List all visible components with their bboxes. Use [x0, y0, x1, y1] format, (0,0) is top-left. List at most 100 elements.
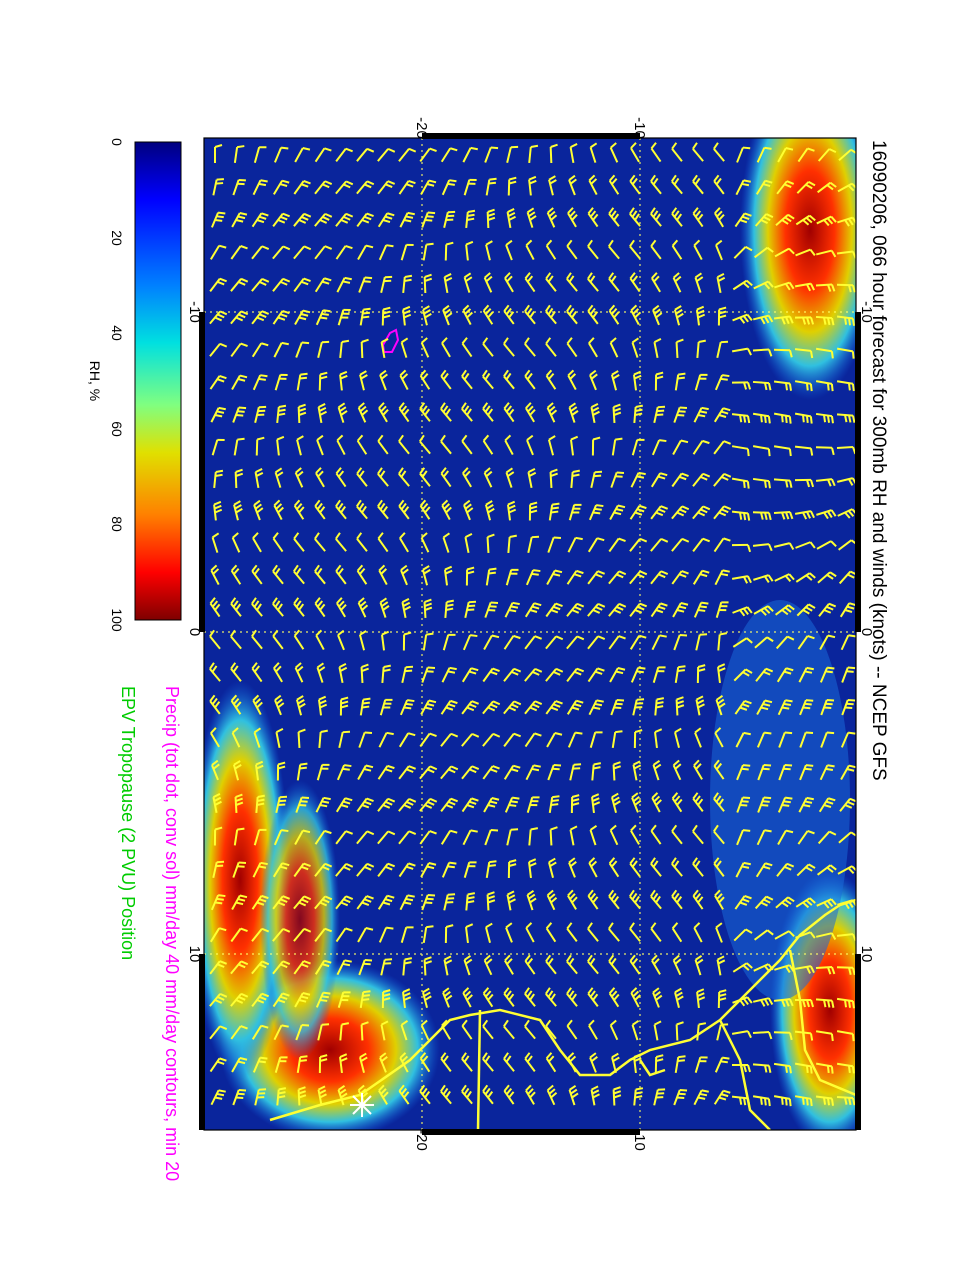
map-area [204, 138, 856, 1130]
wind-barb-icon [633, 1087, 644, 1106]
wind-barb-icon [815, 1030, 834, 1042]
wind-barb-icon [692, 792, 704, 812]
wind-barb-icon [483, 634, 500, 650]
wind-barb-icon [795, 248, 816, 257]
wind-barb-icon [339, 1022, 350, 1041]
wind-barb-icon [671, 174, 683, 195]
wind-barb-icon [525, 922, 535, 943]
wind-barb-icon [484, 500, 495, 521]
wind-barb-icon [650, 602, 668, 618]
moist-band-west2 [260, 780, 340, 1060]
wind-barb-icon [716, 272, 726, 294]
wind-barb-icon [650, 857, 662, 877]
wind-barb-icon [732, 637, 753, 648]
wind-barb-icon [566, 1019, 578, 1040]
wind-barb-icon [398, 179, 416, 195]
wind-barb-icon [253, 828, 267, 846]
wind-barb-icon [440, 369, 452, 390]
wind-barb-icon [816, 864, 837, 876]
wind-barb-icon [774, 964, 795, 973]
coastline [269, 898, 856, 1130]
wind-barb-icon [251, 597, 263, 617]
top-tick-label: -10 [631, 117, 648, 139]
wind-barb-icon [778, 731, 793, 748]
wind-barb-icon [400, 337, 409, 358]
wind-barb-icon [210, 564, 220, 586]
wind-barb-icon [295, 341, 310, 358]
wind-barb-icon [715, 694, 726, 716]
wind-barb-icon [296, 1055, 308, 1074]
wind-barb-icon [569, 825, 578, 846]
wind-barb-icon [797, 147, 815, 163]
wind-barb-icon [296, 762, 308, 781]
wind-barb-icon [651, 439, 667, 456]
wind-barb-icon [587, 272, 599, 292]
wind-barb-icon [251, 629, 263, 650]
wind-barb-icon [503, 337, 515, 357]
wind-barb-icon [295, 1023, 310, 1041]
wind-barb-icon [526, 796, 540, 813]
wind-barb-icon [378, 402, 389, 423]
wind-barb-icon [294, 309, 311, 325]
wind-barb-icon [696, 339, 706, 359]
wind-barb-icon [230, 597, 242, 617]
wind-barb-icon [672, 602, 689, 618]
wind-barb-icon [441, 337, 451, 358]
wind-barb-icon [773, 315, 794, 325]
right-tick-label: 10 [858, 946, 875, 963]
wind-barb-icon [317, 340, 330, 359]
wind-barb-icon [570, 469, 580, 489]
wind-barb-icon [629, 922, 641, 942]
wind-barb-icon [545, 987, 557, 1007]
wind-barb-icon [838, 539, 856, 551]
wind-barb-icon [757, 763, 772, 781]
wind-barb-icon [419, 402, 431, 422]
wind-barb-icon [462, 987, 473, 1008]
wind-barb-icon [674, 665, 686, 684]
wind-barb-icon [402, 988, 412, 1009]
wind-barb-icon [314, 147, 332, 163]
wind-barb-icon [211, 211, 226, 228]
wind-barb-icon [272, 179, 290, 195]
wind-barb-icon [465, 240, 474, 261]
wind-barb-icon [776, 180, 795, 195]
wind-barb-icon [568, 402, 579, 423]
wind-barb-icon [545, 369, 557, 390]
wind-barb-icon [462, 829, 478, 846]
wind-barb-icon [755, 667, 774, 682]
wind-barb-icon [209, 1025, 228, 1040]
wind-barb-icon [671, 537, 690, 552]
wind-barb-icon [483, 272, 493, 293]
wind-barb-icon [570, 794, 580, 814]
wind-barb-icon [503, 764, 521, 780]
wind-barb-icon [400, 243, 414, 261]
wind-barb-icon [693, 239, 703, 261]
wind-barb-icon [419, 830, 437, 845]
wind-barb-icon [485, 177, 497, 196]
wind-barb-icon [356, 499, 368, 520]
wind-barb-icon [695, 633, 708, 651]
wind-barb-icon [794, 1030, 814, 1041]
wind-barb-icon [420, 532, 430, 553]
wind-barb-icon [776, 862, 795, 877]
wind-barb-icon [422, 305, 432, 326]
wind-barb-icon [773, 511, 794, 520]
wind-barb-icon [567, 369, 577, 391]
wind-barb-icon [549, 826, 558, 846]
wind-barb-icon [314, 212, 333, 227]
wind-barb-icon [773, 542, 795, 550]
wind-barb-icon [485, 922, 493, 943]
wind-barb-icon [443, 565, 453, 586]
wind-barb-icon [524, 369, 536, 390]
right-tick-label: 0 [858, 628, 875, 636]
wind-barb-icon [232, 178, 246, 196]
wind-barb-icon [545, 239, 557, 260]
wind-barb-icon [275, 795, 288, 814]
wind-barb-icon [713, 759, 725, 780]
wind-barb-icon [546, 1084, 558, 1106]
wind-barb-icon [716, 340, 729, 359]
wind-barb-icon [588, 337, 598, 358]
wind-barb-icon [671, 207, 683, 227]
wind-barb-icon [609, 142, 619, 163]
